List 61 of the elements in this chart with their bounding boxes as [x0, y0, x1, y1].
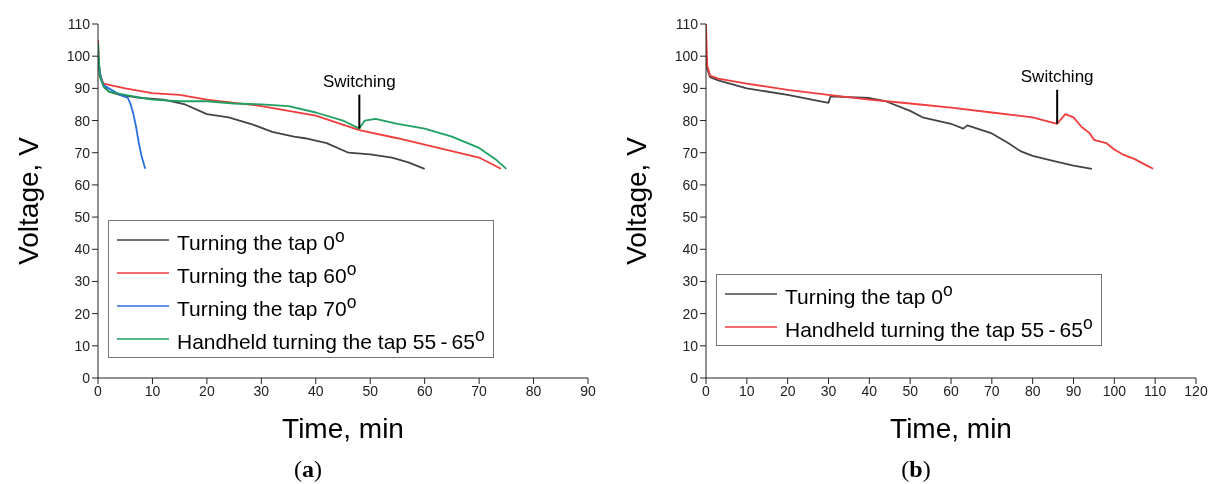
y-tick-label: 70	[74, 144, 91, 161]
y-tick-label: 70	[682, 144, 699, 161]
y-tick-label: 80	[74, 112, 91, 129]
x-tick-label: 20	[199, 382, 215, 399]
x-tick-label: 30	[820, 382, 837, 399]
x-tick-label: 40	[307, 382, 324, 399]
y-tick-label: 90	[682, 80, 699, 97]
y-tick-label: 100	[66, 48, 91, 65]
x-tick-label: 10	[739, 382, 755, 399]
annotation: Switching	[1020, 66, 1094, 86]
x-tick-label: 40	[861, 382, 878, 399]
x-tick-label: 90	[1065, 382, 1082, 399]
x-tick-label: 50	[902, 382, 919, 399]
x-tick-label: 120	[1184, 382, 1208, 399]
y-tick-label: 10	[682, 337, 699, 354]
y-tick-label: 50	[682, 209, 699, 226]
legend-label: Handheld turning the tap 55 - 65$^{o}$	[177, 324, 485, 355]
annotation: Switching	[322, 71, 396, 91]
x-tick-label: 70	[471, 382, 488, 399]
legend-label: Turning the tap 0$^{o}$	[785, 279, 953, 310]
x-tick-label: 90	[580, 382, 596, 399]
x-axis-title: Time, min	[890, 413, 1012, 444]
x-tick-label: 50	[362, 382, 379, 399]
y-tick-label: 100	[674, 48, 699, 65]
x-tick-label: 60	[416, 382, 433, 399]
y-tick-label: 110	[67, 15, 91, 32]
x-tick-label: 70	[984, 382, 1000, 399]
text: (a)	[293, 456, 323, 483]
y-tick-label: 50	[74, 209, 91, 226]
y-tick-label: 80	[682, 112, 699, 129]
y-tick-label: 40	[74, 241, 91, 258]
x-tick-label: 60	[943, 382, 959, 399]
x-tick-label: 0	[94, 382, 103, 399]
legend-label: Turning the tap 60$^{o}$	[177, 258, 357, 289]
y-tick-label: 60	[74, 176, 91, 193]
y-tick-label: 0	[690, 369, 699, 386]
x-tick-label: 110	[1144, 382, 1167, 399]
y-tick-label: 60	[682, 176, 699, 193]
y-tick-label: 0	[82, 369, 91, 386]
y-tick-label: 90	[74, 80, 91, 97]
y-axis-title: Voltage, V	[620, 136, 652, 265]
y-tick-label: 10	[74, 337, 91, 354]
y-tick-label: 20	[74, 305, 91, 322]
x-tick-label: 80	[525, 382, 542, 399]
x-tick-label: 20	[779, 382, 796, 399]
x-tick-label: 0	[702, 382, 711, 399]
y-tick-label: 20	[682, 305, 699, 322]
y-tick-label: 30	[682, 273, 699, 290]
x-tick-label: 100	[1102, 382, 1127, 399]
legend-label: Turning the tap 70$^{o}$	[177, 291, 357, 322]
text: (b)	[900, 456, 932, 483]
y-tick-label: 30	[74, 273, 91, 290]
legend-label: Handheld turning the tap 55 - 65$^{o}$	[785, 312, 1093, 343]
x-tick-label: 30	[253, 382, 270, 399]
legend-label: Turning the tap 0$^{o}$	[177, 225, 345, 256]
y-axis-title: Voltage, V	[12, 136, 44, 265]
y-tick-label: 40	[682, 241, 699, 258]
x-tick-label: 10	[144, 382, 161, 399]
y-tick-label: 110	[675, 15, 699, 32]
x-axis-title: Time, min	[282, 413, 404, 444]
x-tick-label: 80	[1024, 382, 1041, 399]
